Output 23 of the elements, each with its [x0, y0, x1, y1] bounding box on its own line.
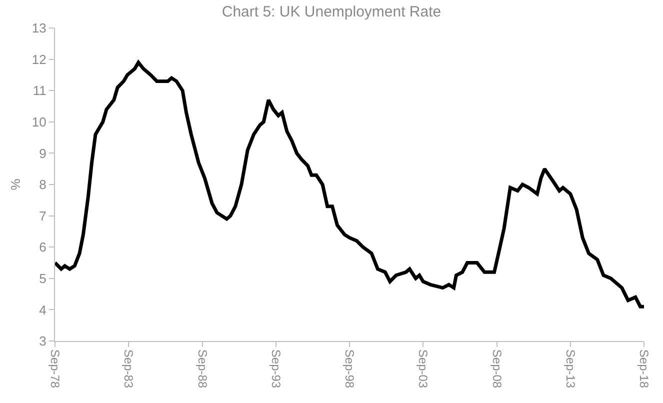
y-axis-title: % — [8, 178, 23, 190]
y-tick-label: 10 — [32, 114, 46, 130]
x-tick-label: Sep-93 — [268, 349, 283, 388]
x-tick-label: Sep-08 — [490, 349, 504, 388]
x-tick-label: Sep-78 — [48, 349, 62, 388]
y-tick-label: 9 — [39, 146, 46, 161]
x-tick-label: Sep-98 — [342, 349, 357, 388]
y-tick-label: 4 — [39, 302, 46, 318]
x-tick-label: Sep-13 — [563, 349, 578, 388]
x-tick-label: Sep-88 — [195, 349, 210, 388]
line-series — [55, 60, 644, 308]
chart-title: Chart 5: UK Unemployment Rate — [222, 4, 442, 21]
y-tick-label: 8 — [39, 177, 46, 192]
x-tick-label: Sep-18 — [637, 349, 652, 388]
y-tick-label: 6 — [39, 240, 46, 255]
y-tick-label: 5 — [39, 270, 46, 286]
y-tick-label: 3 — [39, 334, 46, 349]
x-tick-label: Sep-03 — [416, 349, 430, 388]
y-tick-label: 12 — [32, 52, 46, 67]
y-tick-label: 11 — [32, 83, 46, 98]
y-tick-label: 13 — [32, 20, 46, 36]
x-tick-label: Sep-83 — [122, 349, 136, 388]
y-tick-label: 7 — [39, 208, 46, 224]
